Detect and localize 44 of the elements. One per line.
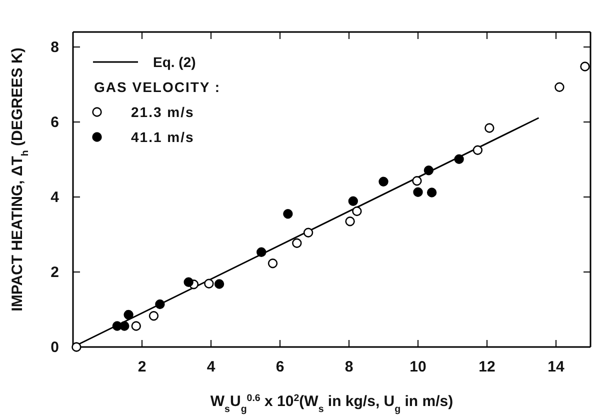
point <box>214 279 224 289</box>
y-tick-label: 6 <box>50 114 59 131</box>
legend-label: 41.1 m/s <box>131 129 194 145</box>
point <box>283 209 293 219</box>
point <box>348 196 358 206</box>
y-tick-label: 0 <box>50 338 59 356</box>
point <box>454 154 464 164</box>
point <box>268 258 278 268</box>
y-tick-label: 8 <box>50 38 59 56</box>
x-tick-label: 10 <box>410 358 426 376</box>
point <box>256 247 266 257</box>
point <box>352 206 362 216</box>
point <box>580 62 590 72</box>
point <box>378 176 388 186</box>
point <box>472 145 483 155</box>
point <box>204 278 214 288</box>
point <box>120 321 130 331</box>
point <box>413 187 423 197</box>
x-tick-label: 8 <box>344 358 354 376</box>
point <box>424 166 434 176</box>
point <box>148 311 159 321</box>
point <box>303 228 314 238</box>
point <box>131 321 141 331</box>
x-tick-label: 4 <box>206 358 216 376</box>
point <box>155 299 165 310</box>
point <box>124 310 134 320</box>
legend-title: GAS VELOCITY : <box>94 79 221 95</box>
y-tick-label: 2 <box>50 264 59 281</box>
point <box>292 238 302 248</box>
legend-label: Eq. (2) <box>153 54 196 70</box>
point <box>554 82 564 92</box>
x-tick-label: 12 <box>478 358 496 376</box>
point <box>484 123 494 133</box>
x-tick-label: 14 <box>548 358 565 376</box>
point <box>345 216 355 226</box>
point <box>426 188 437 198</box>
point <box>72 342 82 352</box>
x-tick-label: 2 <box>138 358 146 376</box>
point <box>184 277 194 287</box>
point <box>412 176 422 186</box>
y-tick-label: 4 <box>50 188 60 206</box>
text: W$_{s}$U$_{g}$$^{0.6}$ x 10$^{2}$(W$_{s}$ in kg/s, U$_{g}$ in m/s) <box>210 392 454 414</box>
legend-label: 21.3 m/s <box>131 104 194 120</box>
x-tick-label: 6 <box>276 358 284 376</box>
